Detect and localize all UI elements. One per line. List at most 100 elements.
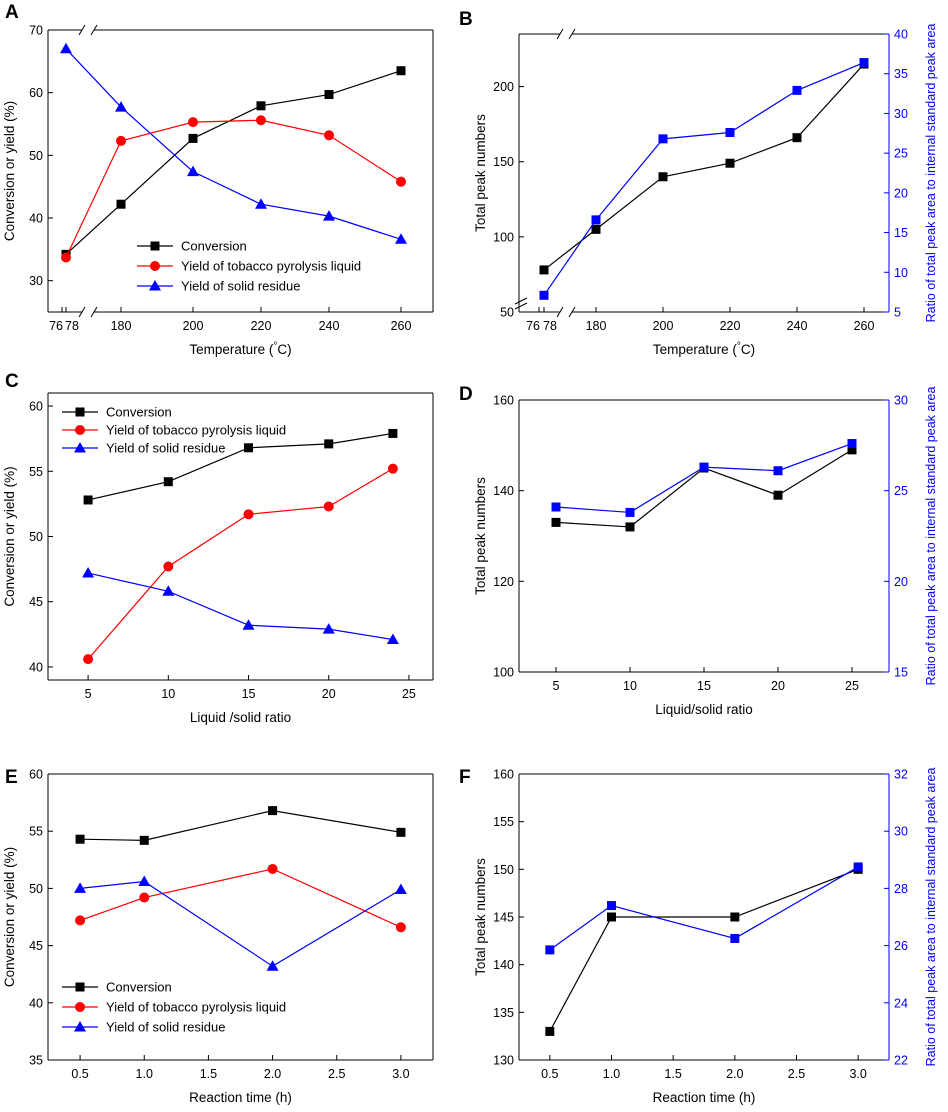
data-point [61, 252, 71, 263]
axis-break-mark [514, 297, 528, 305]
data-point [625, 522, 635, 532]
x-tick-label: 78 [543, 319, 557, 333]
y-right-tick-label: 28 [894, 882, 908, 896]
panel-d: D 100 120 140 160 15 20 25 30 5 10 15 20 25 Liquid/sol… [459, 384, 938, 717]
y-axis-title: Conversion or yield (%) [2, 847, 17, 987]
data-point [187, 165, 199, 177]
data-point [539, 290, 549, 300]
panel-letter: F [459, 767, 471, 788]
data-point [394, 883, 407, 895]
data-point [545, 945, 555, 955]
series-ratio-of-total-peak-area-to-internal-standard-peak-area [551, 439, 857, 517]
y-right-tick-label: 20 [894, 186, 908, 200]
x-axis-title: Liquid/solid ratio [655, 702, 753, 717]
x-axis-title: Temperature (°C) [653, 341, 755, 358]
panel-letter: D [459, 384, 473, 405]
x-tick-label: 1.0 [603, 1067, 620, 1081]
x-tick-label: 0.5 [71, 1067, 88, 1081]
x-tick-label: 10 [161, 687, 175, 701]
axis-break-mark [556, 306, 564, 318]
y-right-tick-label: 25 [894, 484, 908, 498]
y-tick-label: 140 [493, 484, 514, 498]
series-ratio-of-total-peak-area-to-internal-standard-peak-area [545, 862, 863, 955]
legend-label: Yield of tobacco pyrolysis liquid [106, 1000, 286, 1015]
data-point [773, 466, 783, 476]
data-point [266, 960, 279, 971]
y-tick-label: 200 [493, 80, 514, 94]
data-point [386, 633, 399, 645]
x-tick-label: 2.5 [788, 1067, 805, 1081]
axis-break-mark [514, 302, 528, 310]
data-point [74, 882, 87, 893]
x-tick-label: 78 [65, 319, 79, 333]
y-right-tick-label: 15 [894, 666, 908, 680]
data-point [699, 462, 709, 472]
x-tick-label: 2.0 [726, 1067, 743, 1081]
y-right-axis-title: Ratio of total peak area to internal sta… [924, 387, 938, 686]
y-right-tick-label: 26 [894, 939, 908, 953]
x-tick-label: 10 [623, 679, 637, 693]
data-point [545, 1026, 555, 1036]
axis-break-mark [90, 306, 98, 318]
plot-frame [518, 399, 890, 673]
legend-label: Yield of solid residue [106, 441, 225, 456]
legend: Conversion Yield of tobacco pyrolysis liq… [62, 405, 286, 456]
y-right-tick-label: 35 [894, 67, 908, 81]
y-right-tick-label: 25 [894, 147, 908, 161]
panel-letter: E [5, 767, 18, 788]
series-line [555, 449, 853, 528]
x-tick-label: 200 [653, 319, 674, 333]
data-point [730, 912, 740, 922]
data-point [387, 463, 398, 474]
y-tick-label: 50 [29, 149, 43, 163]
data-point [607, 901, 616, 911]
series-ratio-of-total-peak-area-to-internal-standard-peak-area [539, 58, 869, 300]
y-right-axis-title: Ratio of total peak area to internal sta… [924, 24, 938, 323]
data-point [244, 443, 254, 453]
x-tick-label: 0.5 [541, 1067, 558, 1081]
data-point [395, 233, 407, 244]
series-line [543, 62, 865, 296]
y-tick-label: 155 [493, 815, 514, 829]
data-point [256, 101, 266, 111]
panel-c: C 40 45 50 55 60 5 10 15 20 25 Liquid /solid ratio C… [2, 371, 434, 725]
data-point [139, 892, 150, 903]
panel-a: A 30 40 50 60 70 76 78 180 200 220 240 260 Temperatur… [2, 2, 434, 358]
legend-marker [150, 241, 160, 251]
y-tick-label: 40 [29, 996, 43, 1010]
y-tick-label: 55 [29, 465, 43, 479]
data-point [60, 42, 72, 54]
y-tick-label: 150 [493, 155, 514, 169]
y-tick-label: 35 [29, 1054, 43, 1068]
axis-break-mark [568, 28, 576, 40]
legend-marker [149, 280, 161, 291]
data-point [324, 130, 334, 141]
y-right-tick-label: 15 [894, 226, 908, 240]
plot-frame [518, 28, 890, 318]
x-tick-label: 76 [49, 319, 63, 333]
panel-f: F 130 135 140 145 150 155 160 22 24 26 28 30 32 0.5 1.0… [459, 767, 938, 1105]
y-tick-label: 145 [493, 911, 514, 925]
axis-break-mark [568, 306, 576, 318]
x-axis-title-text: Temperature ( [189, 342, 274, 357]
data-point [730, 933, 740, 943]
data-point [115, 101, 127, 112]
y-axis-title: Conversion or yield (%) [2, 101, 17, 241]
x-axis-title-unit: C) [741, 342, 755, 357]
y-tick-label: 70 [29, 24, 43, 38]
legend: Conversion Yield of tobacco pyrolysis liq… [137, 239, 361, 294]
y-tick-label: 30 [29, 274, 43, 288]
x-axis-title: Temperature (°C) [189, 341, 291, 358]
x-tick-label: 220 [251, 319, 272, 333]
data-point [242, 619, 255, 630]
data-point [139, 835, 149, 845]
y-tick-label: 50 [29, 530, 43, 544]
data-point [591, 215, 601, 225]
x-tick-label: 15 [697, 679, 711, 693]
series-line [80, 880, 402, 967]
data-point [268, 806, 278, 816]
x-tick-label: 1.0 [136, 1067, 153, 1081]
series-yield-of-solid-residue [60, 42, 407, 244]
data-point [396, 176, 406, 187]
